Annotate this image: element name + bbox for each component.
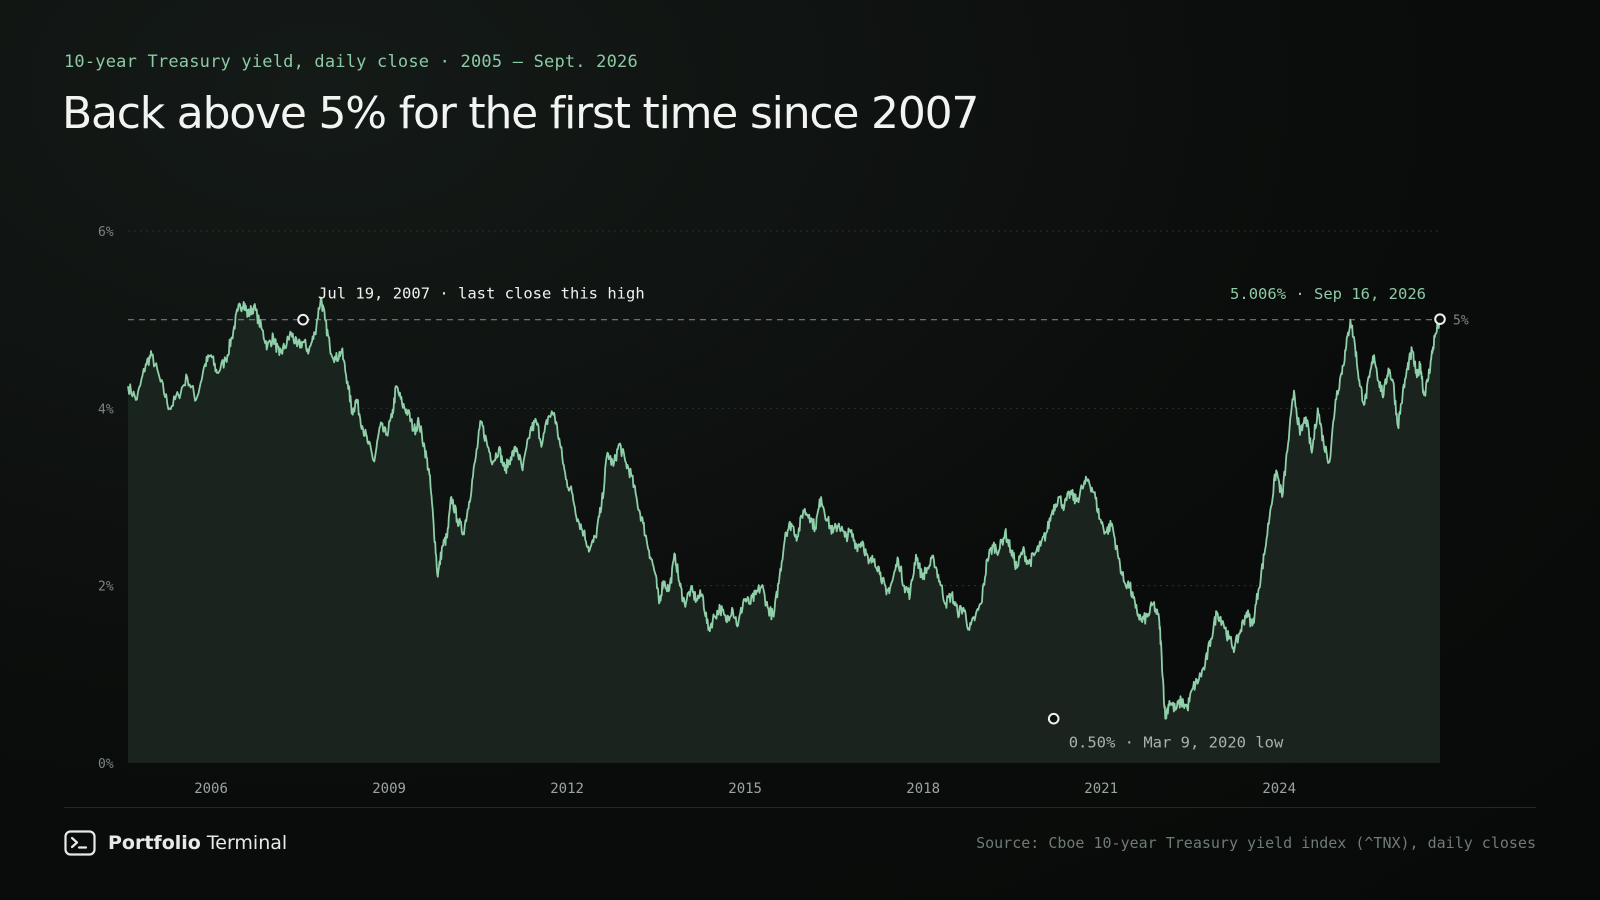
x-tick-label-0: 2006 [194, 781, 228, 797]
x-tick-label-5: 2021 [1084, 781, 1118, 797]
yield-line [127, 296, 1441, 720]
yield-area [128, 297, 1440, 763]
y-tick-label-0: 0% [98, 757, 114, 772]
source-note: Source: Cboe 10-year Treasury yield inde… [976, 834, 1536, 852]
x-tick-label-3: 2015 [728, 781, 762, 797]
reference-line-label: 5% [1453, 314, 1469, 329]
x-tick-label-1: 2009 [372, 781, 406, 797]
x-tick-label-4: 2018 [906, 781, 940, 797]
brand-name: Portfolio Terminal [108, 832, 287, 854]
x-tick-label-6: 2024 [1262, 781, 1296, 797]
x-axis: 2006 2009 2012 2015 2018 2021 2024 [194, 781, 1296, 797]
chart-title: Back above 5% for the first time since 2… [62, 88, 979, 139]
grid [128, 230, 1440, 587]
annotation-latest-label: 5.006% · Sep 16, 2026 [1230, 285, 1426, 303]
brand-name-rest: Terminal [200, 832, 288, 854]
brand: Portfolio Terminal [64, 830, 287, 856]
brand-name-strong: Portfolio [108, 832, 201, 854]
annotations: Jul 19, 2007 · last close this high 0.50%… [297, 285, 1446, 752]
terminal-icon [64, 830, 96, 856]
annotation-latest-marker [1434, 313, 1446, 325]
x-tick-label-2: 2012 [550, 781, 584, 797]
footer-divider [64, 807, 1536, 808]
annotation-2020-low-label: 0.50% · Mar 9, 2020 low [1069, 734, 1284, 752]
y-tick-label-3: 6% [98, 225, 114, 240]
y-axis: 0% 2% 4% 6% [98, 225, 114, 772]
chart-kicker: 10-year Treasury yield, daily close · 20… [64, 52, 638, 72]
annotation-2020-low-marker [1047, 712, 1060, 725]
y-tick-label-2: 4% [98, 402, 114, 417]
annotation-2007-high-label: Jul 19, 2007 · last close this high [318, 285, 645, 303]
annotation-2007-high-marker [297, 313, 309, 326]
y-tick-label-1: 2% [98, 580, 114, 595]
